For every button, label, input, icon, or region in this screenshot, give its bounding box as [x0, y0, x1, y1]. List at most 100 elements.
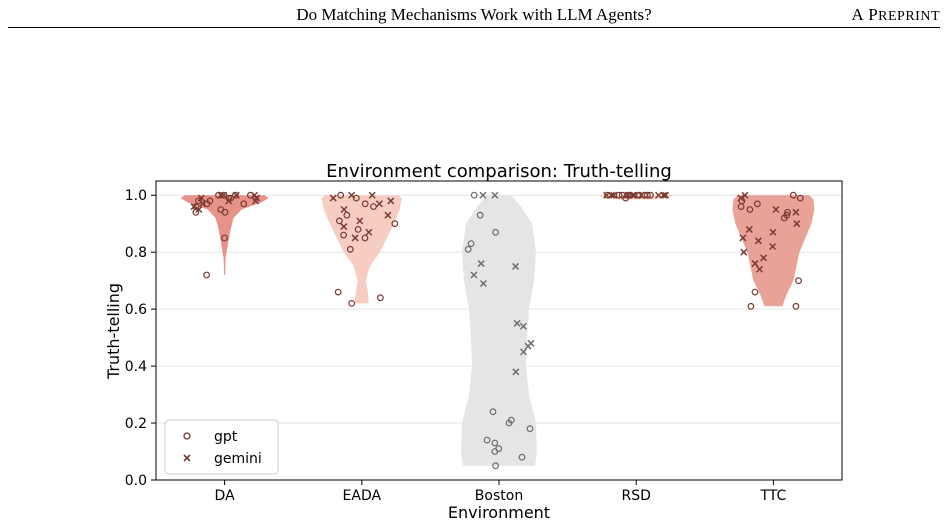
- gemini-point: [470, 271, 478, 279]
- x-axis-ticks: DA EADA Boston RSD TTC: [215, 480, 787, 504]
- gpt-point: [203, 271, 211, 279]
- gemini-point-stroke: [199, 200, 207, 208]
- x-tick-label: EADA: [343, 488, 382, 504]
- gemini-point-stroke: [519, 348, 528, 356]
- gemini-point: [375, 200, 383, 208]
- gemini-point-stroke: [630, 191, 638, 199]
- gemini-point: [751, 260, 759, 268]
- gemini-point-stroke: [737, 194, 745, 202]
- gpt-point: [221, 208, 229, 216]
- gpt-point: [644, 191, 651, 199]
- gpt-point: [246, 191, 254, 199]
- gemini-point: [351, 234, 359, 242]
- y-tick-label: 0.8: [125, 245, 147, 261]
- gemini-point: [610, 191, 618, 199]
- gemini-point: [190, 203, 198, 211]
- gemini-point-stroke: [792, 208, 800, 216]
- gemini-point: [772, 205, 780, 214]
- gemini-point: [637, 191, 645, 199]
- gpt-point: [792, 302, 800, 310]
- gemini-point: [220, 191, 228, 199]
- data-points: [190, 191, 804, 470]
- gemini-point-stroke: [513, 319, 521, 327]
- gpt-point: [240, 200, 248, 208]
- gemini-point-stroke: [662, 191, 670, 199]
- legend-box: [164, 419, 279, 475]
- gpt-point: [492, 228, 500, 236]
- gemini-point-stroke: [519, 322, 527, 330]
- gpt-point: [518, 453, 526, 461]
- gemini-point: [356, 217, 364, 225]
- gemini-point: [513, 319, 521, 327]
- legend-gpt-marker: [183, 432, 191, 440]
- gemini-point-stroke: [769, 228, 777, 236]
- gpt-point: [192, 208, 200, 216]
- gpt-point: [391, 220, 399, 228]
- gpt-point: [483, 436, 491, 444]
- gemini-point-stroke: [225, 197, 233, 205]
- gemini-point: [608, 191, 616, 199]
- gemini-point-stroke: [754, 237, 762, 245]
- gpt-point: [336, 217, 343, 225]
- gemini-point-stroke: [751, 260, 759, 268]
- gpt-point: [467, 240, 475, 248]
- gpt-point: [195, 197, 202, 205]
- gpt-point: [615, 191, 623, 199]
- gemini-point-stroke: [793, 220, 801, 228]
- gpt-point: [647, 191, 654, 199]
- gemini-point: [477, 260, 485, 268]
- gemini-point-stroke: [368, 191, 376, 199]
- y-axis-label: Truth-telling: [104, 283, 123, 380]
- gemini-point-stroke: [756, 265, 764, 273]
- gemini-point: [662, 191, 670, 199]
- gemini-point-stroke: [608, 191, 616, 199]
- chart-title: Environment comparison: Truth-telling: [326, 161, 672, 182]
- violin-ttc: [732, 195, 815, 307]
- legend-gpt-label: gpt: [214, 429, 238, 445]
- gemini-point: [524, 342, 532, 350]
- legend-gemini-label: gemini: [214, 451, 262, 467]
- gemini-point-stroke: [340, 223, 348, 231]
- gemini-point: [519, 322, 527, 330]
- gemini-point: [217, 191, 225, 199]
- gemini-point: [754, 237, 762, 245]
- gpt-point: [489, 408, 497, 416]
- y-tick-label: 1.0: [125, 188, 147, 204]
- gpt-point: [340, 231, 348, 239]
- y-axis-ticks: 0.0 0.2 0.4 0.6 0.8 1.0: [125, 188, 156, 489]
- x-tick-label: Boston: [475, 488, 523, 504]
- gemini-point-stroke: [524, 342, 532, 350]
- gemini-point-stroke: [740, 248, 748, 256]
- x-tick-label: DA: [215, 488, 236, 504]
- gemini-point-stroke: [610, 191, 618, 199]
- gemini-point-stroke: [190, 203, 198, 211]
- gemini-point: [195, 205, 203, 214]
- gpt-point: [780, 214, 788, 222]
- gemini-point-stroke: [375, 200, 383, 208]
- gemini-point: [630, 191, 638, 199]
- gpt-point: [784, 208, 791, 216]
- gemini-point-stroke: [197, 194, 205, 202]
- gemini-point: [479, 279, 487, 288]
- preprint-label: A PREPRINT: [851, 5, 940, 24]
- gpt-point: [221, 234, 228, 242]
- gemini-point-stroke: [348, 191, 356, 199]
- x-tick-label: TTC: [759, 488, 786, 504]
- gpt-point: [476, 211, 484, 219]
- gpt-point: [505, 419, 513, 427]
- violin-eada: [321, 195, 402, 304]
- gemini-point: [252, 197, 260, 205]
- gemini-point-stroke: [365, 228, 373, 236]
- gemini-point: [384, 211, 392, 219]
- gemini-point: [368, 191, 376, 199]
- x-axis-label: Environment: [448, 503, 550, 522]
- gemini-point: [348, 191, 356, 199]
- gpt-point: [754, 200, 761, 208]
- gemini-point: [739, 234, 747, 242]
- y-tick-label: 0.0: [125, 473, 147, 489]
- gemini-point-stroke: [741, 191, 749, 199]
- gemini-point: [365, 228, 373, 236]
- gemini-point-stroke: [252, 197, 260, 205]
- gemini-point: [479, 191, 487, 199]
